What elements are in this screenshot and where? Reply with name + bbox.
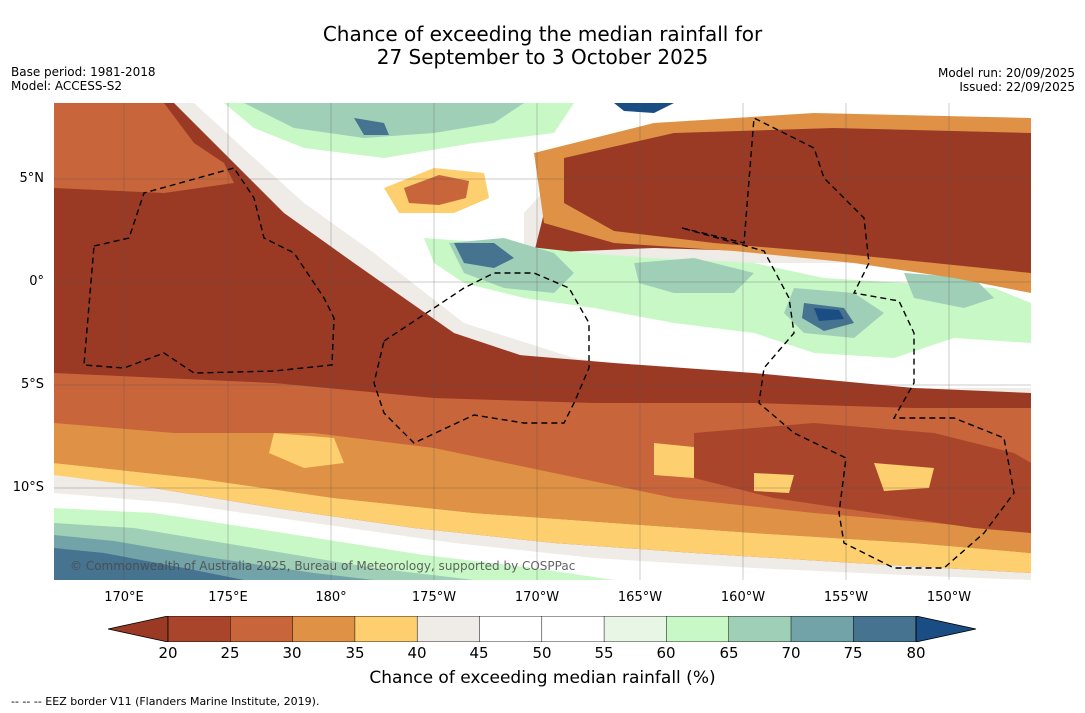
- meta-right: Model run: 20/09/2025 Issued: 22/09/2025: [938, 66, 1075, 94]
- colorbar-bin-20-25: [168, 616, 231, 642]
- band-north-teal: [244, 103, 994, 338]
- eez-borders: [83, 116, 1015, 569]
- colorbar-dividers: [230, 616, 854, 642]
- lon-label-170w: 170°W: [514, 590, 560, 605]
- lat-label-0: 0°: [29, 274, 44, 289]
- eez-footer-note: -- -- -- EEZ border V11 (Flanders Marine…: [11, 695, 320, 708]
- colorbar-bin-35-40: [354, 616, 418, 642]
- map-title-line1: Chance of exceeding the median rainfall …: [322, 22, 763, 46]
- colorbar-tick-70: 70: [781, 644, 801, 662]
- rainfall-map: [54, 103, 1031, 580]
- colorbar-tick-80: 80: [906, 644, 926, 662]
- band-south-yellow: [54, 433, 1031, 573]
- lon-label-175e: 175°E: [208, 590, 248, 605]
- colorbar-tick-75: 75: [843, 644, 863, 662]
- lon-label-165w: 165°W: [617, 590, 663, 605]
- lon-label-150w: 150°W: [926, 590, 972, 605]
- colorbar-over-arrow: [915, 616, 977, 642]
- map-title-line2: 27 September to 3 October 2025: [376, 45, 709, 69]
- lon-label-155w: 155°W: [823, 590, 869, 605]
- colorbar-outline: [167, 616, 917, 642]
- colorbar: [108, 616, 977, 642]
- lat-label-10s: 10°S: [12, 480, 44, 495]
- colorbar-bin-60-65: [666, 616, 729, 642]
- base-period: Base period: 1981-2018: [11, 65, 156, 79]
- lon-label-160w: 160°W: [720, 590, 766, 605]
- meta-left: Base period: 1981-2018 Model: ACCESS-S2: [11, 65, 156, 93]
- colorbar-tick-40: 40: [407, 644, 427, 662]
- model-name: Model: ACCESS-S2: [11, 79, 123, 93]
- dry-northwest: [54, 103, 234, 193]
- dry-northeast-dark: [564, 128, 1031, 273]
- lon-label-180: 180°: [315, 590, 347, 605]
- colorbar-tick-30: 30: [282, 644, 302, 662]
- colorbar-bin-45-50: [479, 616, 542, 642]
- colorbar-bin-25-30: [230, 616, 293, 642]
- colorbar-bin-50-55: [541, 616, 605, 642]
- colorbar-bin-40-45: [417, 616, 480, 642]
- dry-southeast-yellow: [754, 463, 934, 493]
- colorbar-bin-65-70: [728, 616, 791, 642]
- dry-spot-north-core: [404, 175, 469, 205]
- lat-label-5s: 5°S: [20, 377, 44, 392]
- colorbar-tick-35: 35: [345, 644, 365, 662]
- copyright-watermark: © Commonwealth of Australia 2025, Bureau…: [70, 559, 576, 573]
- model-run: Model run: 20/09/2025: [937, 66, 1075, 80]
- colorbar-under-arrow: [108, 616, 169, 642]
- colorbar-bin-55-60: [604, 616, 667, 642]
- band-south-bluegrey: [54, 548, 244, 580]
- colorbar-tick-45: 45: [469, 644, 489, 662]
- colorbar-tick-25: 25: [220, 644, 240, 662]
- colorbar-tick-55: 55: [594, 644, 614, 662]
- colorbar-title: Chance of exceeding median rainfall (%): [369, 668, 716, 688]
- issued-date: Issued: 22/09/2025: [959, 80, 1075, 94]
- colorbar-tick-60: 60: [656, 644, 676, 662]
- lat-label-5n: 5°N: [19, 171, 45, 186]
- colorbar-tick-65: 65: [719, 644, 739, 662]
- colorbar-bin-70-75: [791, 616, 854, 642]
- dry-central-dark: [54, 193, 1031, 408]
- colorbar-bin-30-35: [292, 616, 355, 642]
- colorbar-tick-50: 50: [532, 644, 552, 662]
- lon-label-175w: 175°W: [411, 590, 457, 605]
- dry-southeast-dark: [694, 423, 1031, 533]
- lon-label-170e: 170°E: [104, 590, 144, 605]
- colorbar-bin-75-80: [853, 616, 916, 642]
- graticule: [54, 103, 1031, 580]
- band-north-darkteal: [354, 118, 854, 331]
- colorbar-tick-20: 20: [158, 644, 178, 662]
